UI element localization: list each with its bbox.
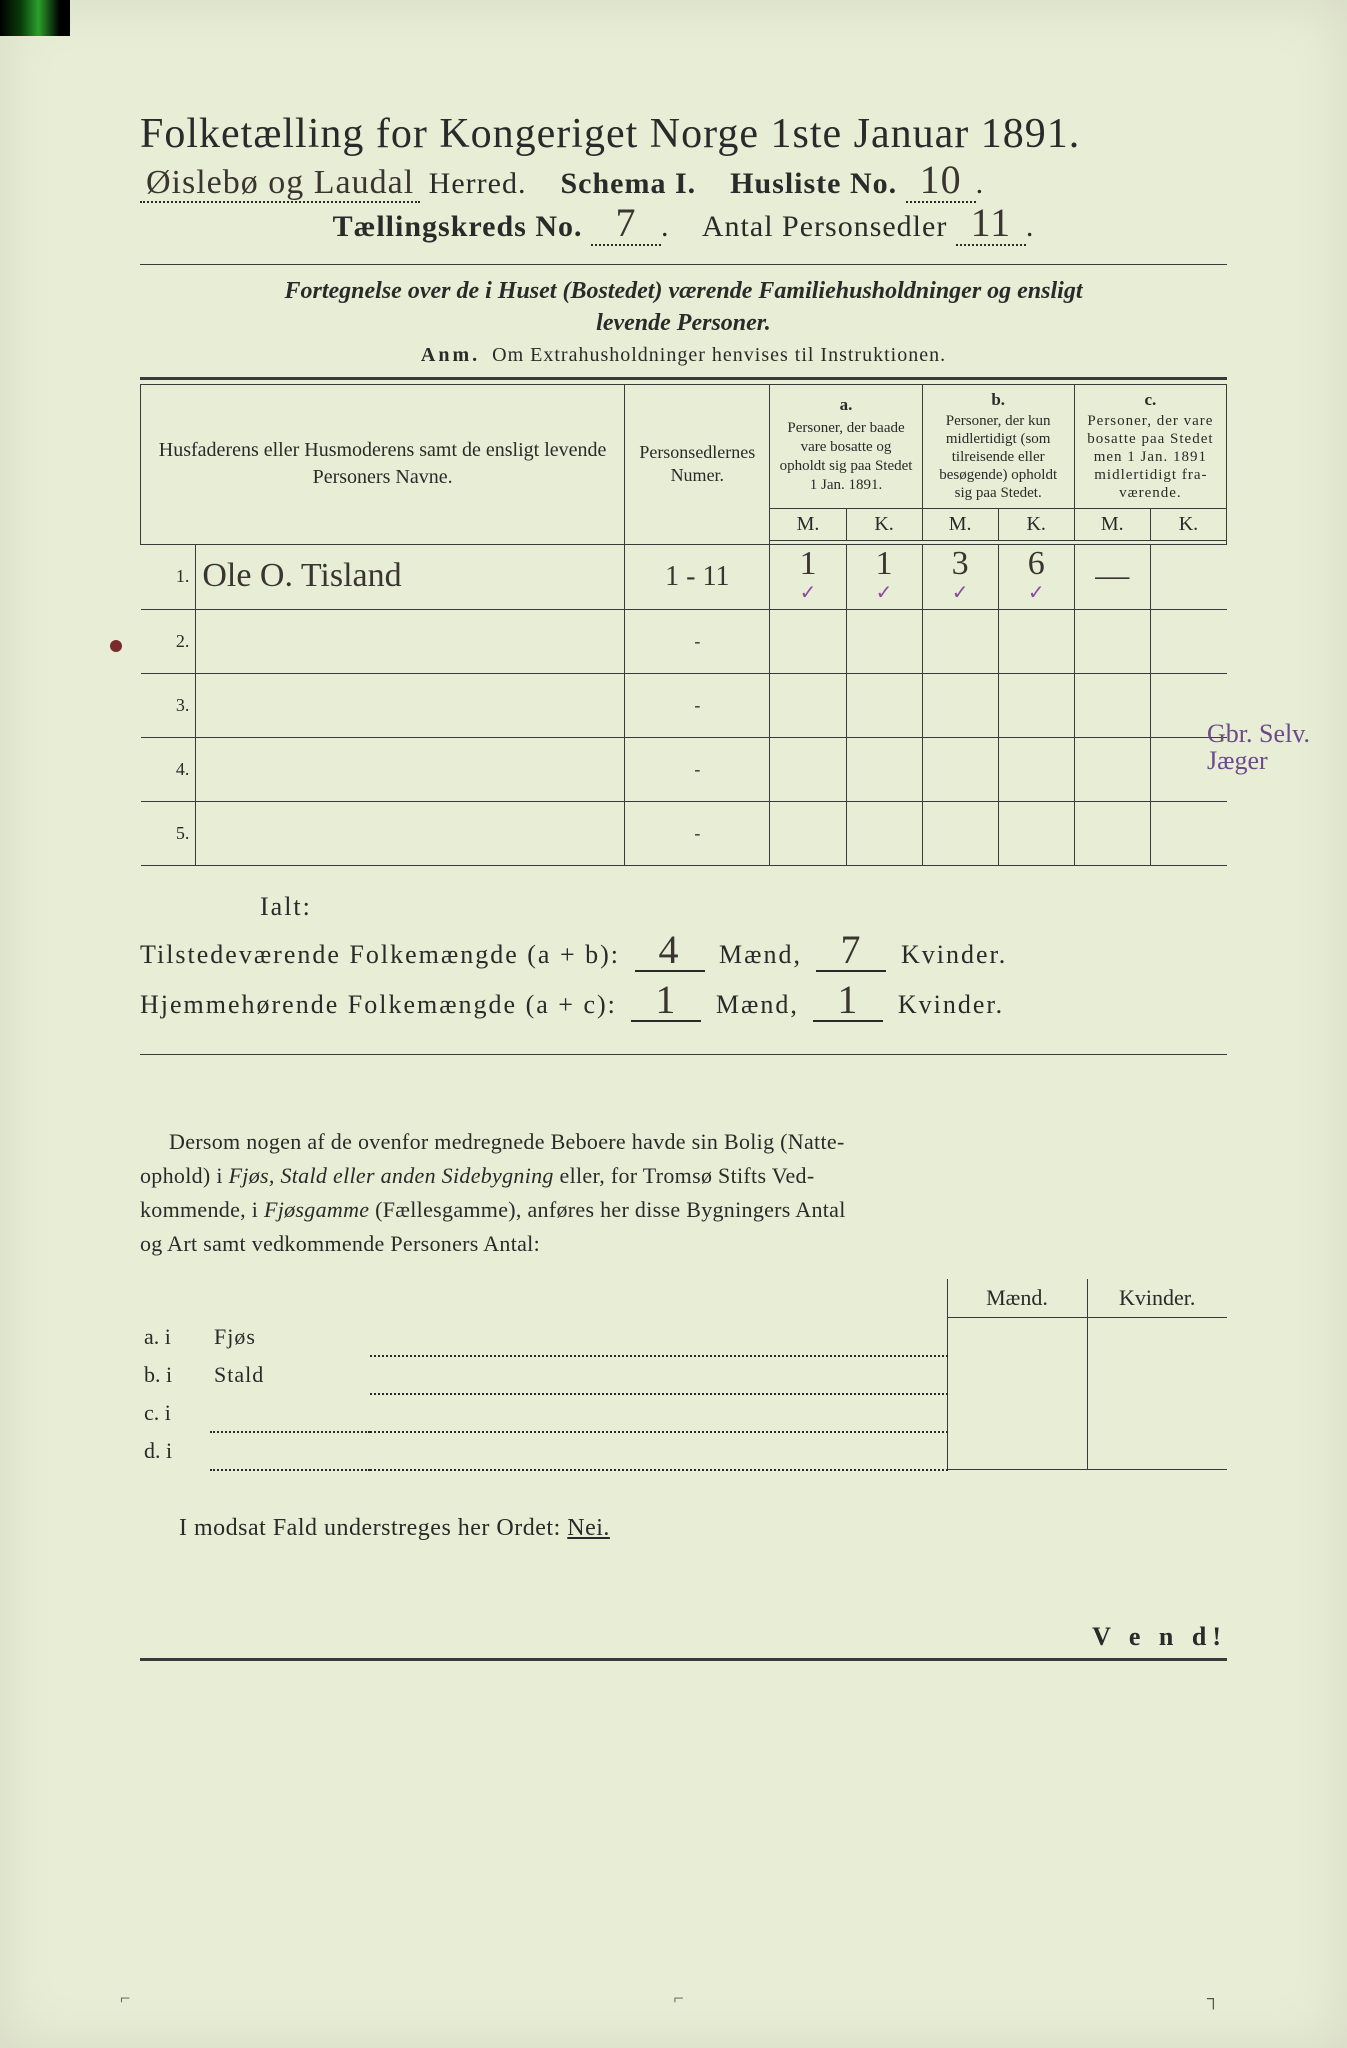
present-label: Tilstedeværende Folkemængde (a + b):: [140, 940, 620, 970]
page-title: Folketælling for Kongeriget Norge 1ste J…: [140, 110, 1227, 158]
resident-k: 1: [837, 977, 859, 1022]
resident-m: 1: [655, 977, 677, 1022]
margin-annotation: Gbr. Selv. Jæger: [1207, 720, 1327, 775]
antal-no: 11: [971, 200, 1012, 245]
antal-label: Antal Personsedler: [702, 210, 947, 243]
kreds-no: 7: [616, 200, 637, 245]
bld-row: a. i Fjøs: [140, 1318, 1227, 1356]
present-m: 4: [659, 927, 681, 972]
vend-label: V e n d!: [140, 1622, 1227, 1661]
buildings-table: Mænd. Kvinder. a. i Fjøs b. i Stald c. i…: [140, 1279, 1227, 1471]
scan-edge-artifact: [0, 0, 70, 36]
table-row: 2. -: [141, 609, 1227, 673]
divider: [140, 1054, 1227, 1055]
husliste-no: 10: [920, 157, 962, 202]
pin-mark: ⌐: [120, 1988, 140, 2008]
table-top-rule: [140, 377, 1227, 380]
present-k: 7: [840, 927, 862, 972]
anm-note: Anm. Om Extrahusholdninger henvises til …: [140, 344, 1227, 367]
herred-handwritten: Øislebø og Laudal: [146, 164, 414, 201]
table-row: 5. -: [141, 801, 1227, 865]
resident-label: Hjemmehørende Folkemængde (a + c):: [140, 990, 617, 1020]
schema-label: Schema I.: [560, 167, 696, 200]
table-body: 1. Ole O. Tisland 1 - 11 1✓ 1✓ 3✓ 6✓ — 2…: [141, 544, 1227, 865]
bld-head-m: Mænd.: [947, 1279, 1087, 1318]
totals-block: Ialt: Tilstedeværende Folkemængde (a + b…: [140, 892, 1227, 1022]
bld-row: d. i: [140, 1432, 1227, 1470]
table-row: 1. Ole O. Tisland 1 - 11 1✓ 1✓ 3✓ 6✓ —: [141, 544, 1227, 609]
herred-label: Herred.: [429, 167, 527, 200]
table-row: 4. -: [141, 737, 1227, 801]
nei-line: I modsat Fald understreges her Ordet: Ne…: [140, 1515, 1227, 1542]
bld-head-k: Kvinder.: [1087, 1279, 1227, 1318]
kreds-label: Tællingskreds No.: [333, 210, 583, 243]
subheading: Fortegnelse over de i Huset (Bostedet) v…: [140, 275, 1227, 340]
bld-row: c. i: [140, 1394, 1227, 1432]
stain-mark: [110, 640, 122, 652]
buildings-paragraph: Dersom nogen af de ovenfor medregnede Be…: [140, 1125, 1227, 1261]
col-personsedler: Person­sedler­nes Numer.: [639, 442, 755, 485]
table-row: 3. -: [141, 673, 1227, 737]
pin-mark: ┐: [1207, 1988, 1227, 2008]
ialt-label: Ialt:: [140, 892, 1227, 922]
husliste-label: Husliste No.: [730, 167, 897, 200]
divider: [140, 264, 1227, 265]
header-line-3: Tællingskreds No. 7 . Antal Personsedler…: [140, 205, 1227, 246]
household-table: Husfaderens eller Husmode­rens samt de e…: [140, 384, 1227, 866]
col-names: Husfaderens eller Husmode­rens samt de e…: [159, 439, 607, 488]
header-line-2: Øislebø og Laudal Herred. Schema I. Husl…: [140, 162, 1227, 203]
pin-mark: ⌐: [674, 1988, 694, 2008]
bld-row: b. i Stald: [140, 1356, 1227, 1394]
census-form-page: Folketælling for Kongeriget Norge 1ste J…: [0, 0, 1347, 2048]
